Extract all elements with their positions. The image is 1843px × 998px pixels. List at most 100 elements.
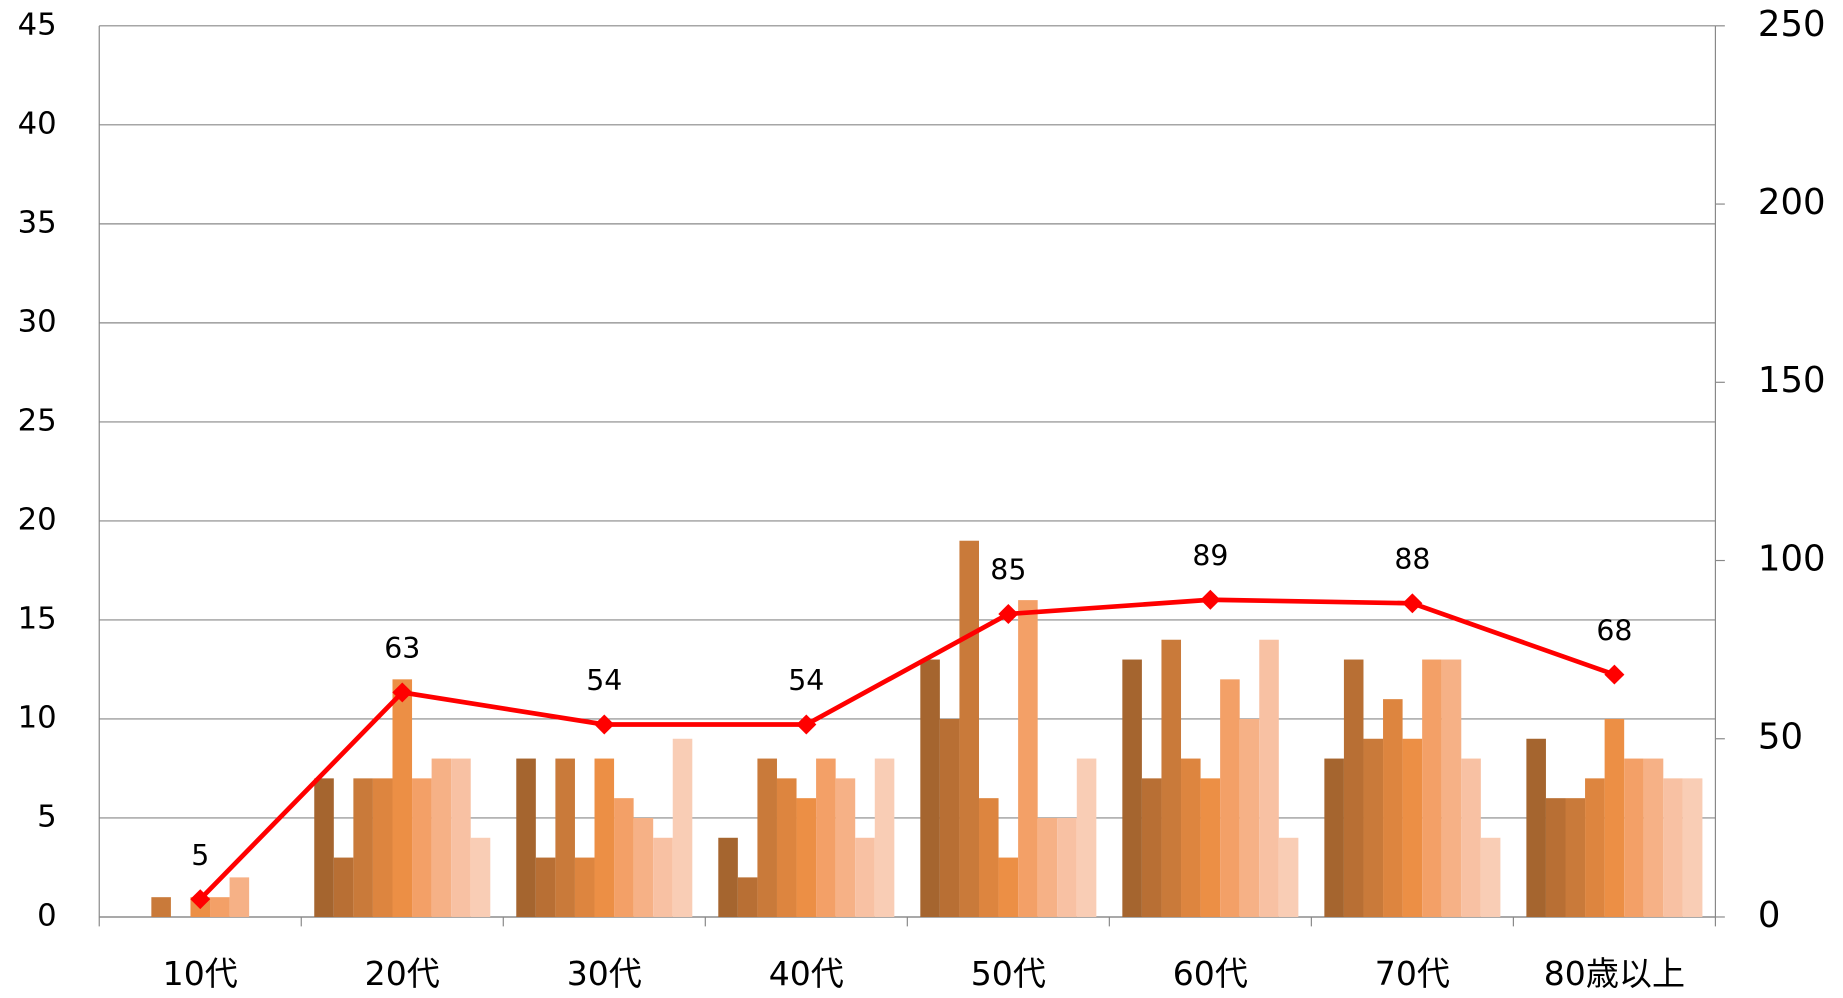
bar [718,837,738,917]
data-label: 63 [384,632,420,665]
bar [1057,817,1077,917]
bar [1037,817,1058,917]
bar [470,837,491,917]
x-tick-label: 60代 [1173,954,1248,993]
line-marker [594,714,615,735]
bar [855,837,875,917]
bar [1383,699,1403,917]
data-label: 68 [1596,614,1632,647]
bar [1181,758,1201,917]
bar [431,758,452,917]
x-tick-label: 20代 [365,954,440,993]
bar [835,778,856,917]
y-tick-label: 5 [37,800,57,835]
bar [796,798,817,917]
y2-tick-label: 250 [1758,4,1826,45]
bar [1663,778,1683,917]
data-label: 85 [990,554,1026,587]
bar [1480,837,1501,917]
line [198,597,1616,901]
bar [372,778,393,917]
bar [1122,659,1142,917]
bar [737,877,758,917]
bar [1324,758,1344,917]
bar [959,540,979,917]
y-tick-label: 40 [18,106,57,141]
bar [555,758,575,917]
bar [757,758,777,917]
y-tick-label: 0 [37,899,57,934]
bar [1643,758,1664,917]
bar [1624,758,1644,917]
bar [1278,837,1299,917]
data-label: 5 [191,839,209,872]
x-tick-label: 40代 [769,954,844,993]
x-tick-label: 70代 [1375,954,1450,993]
bar [1141,778,1162,917]
x-tick-label: 10代 [163,954,238,993]
y-tick-label: 10 [18,701,57,736]
bar [1604,718,1625,917]
bar [633,817,654,917]
y2-tick-label: 150 [1758,360,1826,401]
line-marker [1200,589,1221,610]
y-tick-label: 20 [18,502,57,537]
bar [920,659,940,917]
bar [1565,798,1586,917]
x-tick-label: 80歳以上 [1544,954,1685,993]
data-label: 88 [1394,543,1430,576]
y2-tick-label: 200 [1758,182,1826,223]
y-tick-label: 30 [18,304,57,339]
bar [314,778,334,917]
data-label: 54 [788,664,824,697]
bar [1220,679,1240,917]
y-tick-label: 15 [18,601,57,636]
bar [998,857,1019,917]
y-tick-label: 45 [18,7,57,42]
bar [874,758,895,917]
y2-tick-label: 50 [1758,717,1803,758]
bar [516,758,536,917]
bar [816,758,836,917]
bar [672,738,693,917]
line-marker [1604,664,1625,685]
bar [1441,659,1462,917]
bar [535,857,556,917]
bar [1343,659,1364,917]
bar [1363,738,1384,917]
x-tick-label: 30代 [567,954,642,993]
y2-tick-label: 0 [1758,895,1781,936]
bar [1076,758,1097,917]
bar [1402,738,1423,917]
bar [1526,738,1546,917]
bar [1161,639,1182,917]
bar [614,798,634,917]
bar [1461,758,1481,917]
line-marker [796,714,817,735]
y2-tick-label: 100 [1758,539,1826,580]
bar [451,758,471,917]
bar [412,778,432,917]
bar [229,877,250,917]
bar [353,778,373,917]
bar [210,897,230,917]
bar [939,718,960,917]
bar [1239,718,1260,917]
y-tick-label: 35 [18,205,57,240]
bar [574,857,595,917]
y-tick-label: 25 [18,403,57,438]
bar [1259,639,1279,917]
bar [1018,600,1038,917]
data-label: 89 [1192,540,1228,573]
bar [594,758,615,917]
bar [1422,659,1442,917]
bar [1585,778,1605,917]
bar [978,798,999,917]
bar [1545,798,1566,917]
bar [653,837,673,917]
x-tick-label: 50代 [971,954,1046,993]
data-label: 54 [586,664,622,697]
bar [1200,778,1221,917]
bar [333,857,354,917]
